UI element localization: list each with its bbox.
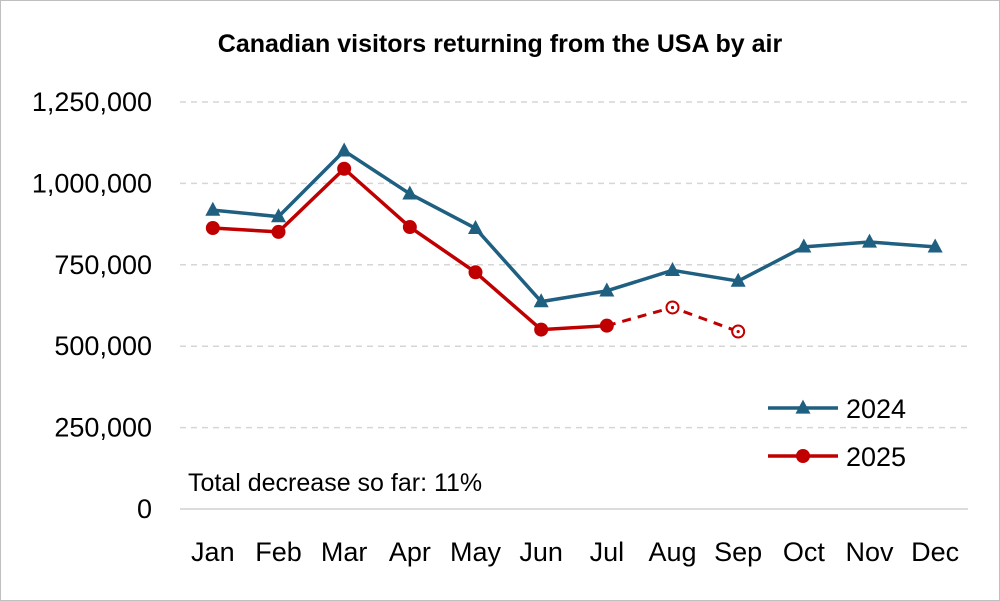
data-point bbox=[533, 293, 549, 308]
y-tick-label: 1,250,000 bbox=[32, 87, 152, 117]
legend-item-2024: 2024 bbox=[768, 394, 906, 424]
y-tick-label: 0 bbox=[137, 494, 152, 524]
legend-label: 2024 bbox=[846, 394, 906, 424]
data-point bbox=[862, 233, 877, 248]
x-tick-label: Aug bbox=[648, 537, 696, 567]
legend-item-2025: 2025 bbox=[768, 442, 906, 472]
data-point bbox=[927, 238, 943, 253]
data-point-estimate-center bbox=[670, 305, 675, 310]
data-point bbox=[402, 220, 417, 235]
x-tick-label: Oct bbox=[783, 537, 826, 567]
gridlines bbox=[180, 101, 968, 510]
x-tick-label: Mar bbox=[321, 537, 368, 567]
legend-marker bbox=[796, 449, 810, 463]
series-2024 bbox=[205, 142, 943, 308]
x-tick-label: Dec bbox=[911, 537, 959, 567]
series-2025 bbox=[205, 161, 746, 339]
annotation-total-decrease: Total decrease so far: 11% bbox=[188, 469, 482, 497]
chart-title: Canadian visitors returning from the USA… bbox=[218, 30, 783, 58]
data-point bbox=[468, 265, 483, 280]
data-point bbox=[336, 142, 352, 157]
x-tick-label: May bbox=[450, 537, 502, 567]
x-tick-label: Jun bbox=[519, 537, 563, 567]
data-point-estimate-center bbox=[736, 329, 740, 334]
data-point bbox=[599, 282, 615, 297]
x-axis-ticks: Jan Feb Mar Apr May Jun Jul Aug Sep Oct Nov Dec bbox=[191, 537, 959, 567]
data-point bbox=[730, 272, 746, 287]
x-tick-label: Jan bbox=[191, 537, 235, 567]
data-point bbox=[271, 208, 286, 223]
y-tick-label: 750,000 bbox=[54, 250, 152, 280]
data-point bbox=[337, 161, 352, 176]
x-tick-label: Nov bbox=[845, 537, 894, 567]
y-tick-label: 500,000 bbox=[54, 331, 152, 361]
data-point bbox=[205, 201, 221, 216]
legend-label: 2025 bbox=[846, 442, 906, 472]
x-tick-label: Feb bbox=[255, 537, 302, 567]
x-tick-label: Sep bbox=[714, 537, 762, 567]
data-point bbox=[205, 221, 220, 236]
data-point bbox=[402, 185, 418, 200]
data-point bbox=[468, 219, 483, 235]
series-line-2024 bbox=[212, 149, 936, 304]
legend: 2024 2025 bbox=[768, 394, 906, 472]
x-tick-label: Apr bbox=[389, 537, 431, 567]
data-point bbox=[796, 238, 812, 253]
series-group bbox=[205, 142, 943, 339]
data-point bbox=[534, 322, 549, 337]
y-tick-label: 250,000 bbox=[54, 413, 152, 443]
y-axis-ticks: 0 250,000 500,000 750,000 1,000,000 1,250,000 bbox=[32, 87, 152, 524]
data-point bbox=[271, 224, 286, 239]
data-point bbox=[665, 261, 680, 277]
x-tick-label: Jul bbox=[590, 537, 625, 567]
y-tick-label: 1,000,000 bbox=[32, 168, 152, 198]
data-point bbox=[599, 318, 614, 333]
legend-marker bbox=[795, 399, 811, 414]
